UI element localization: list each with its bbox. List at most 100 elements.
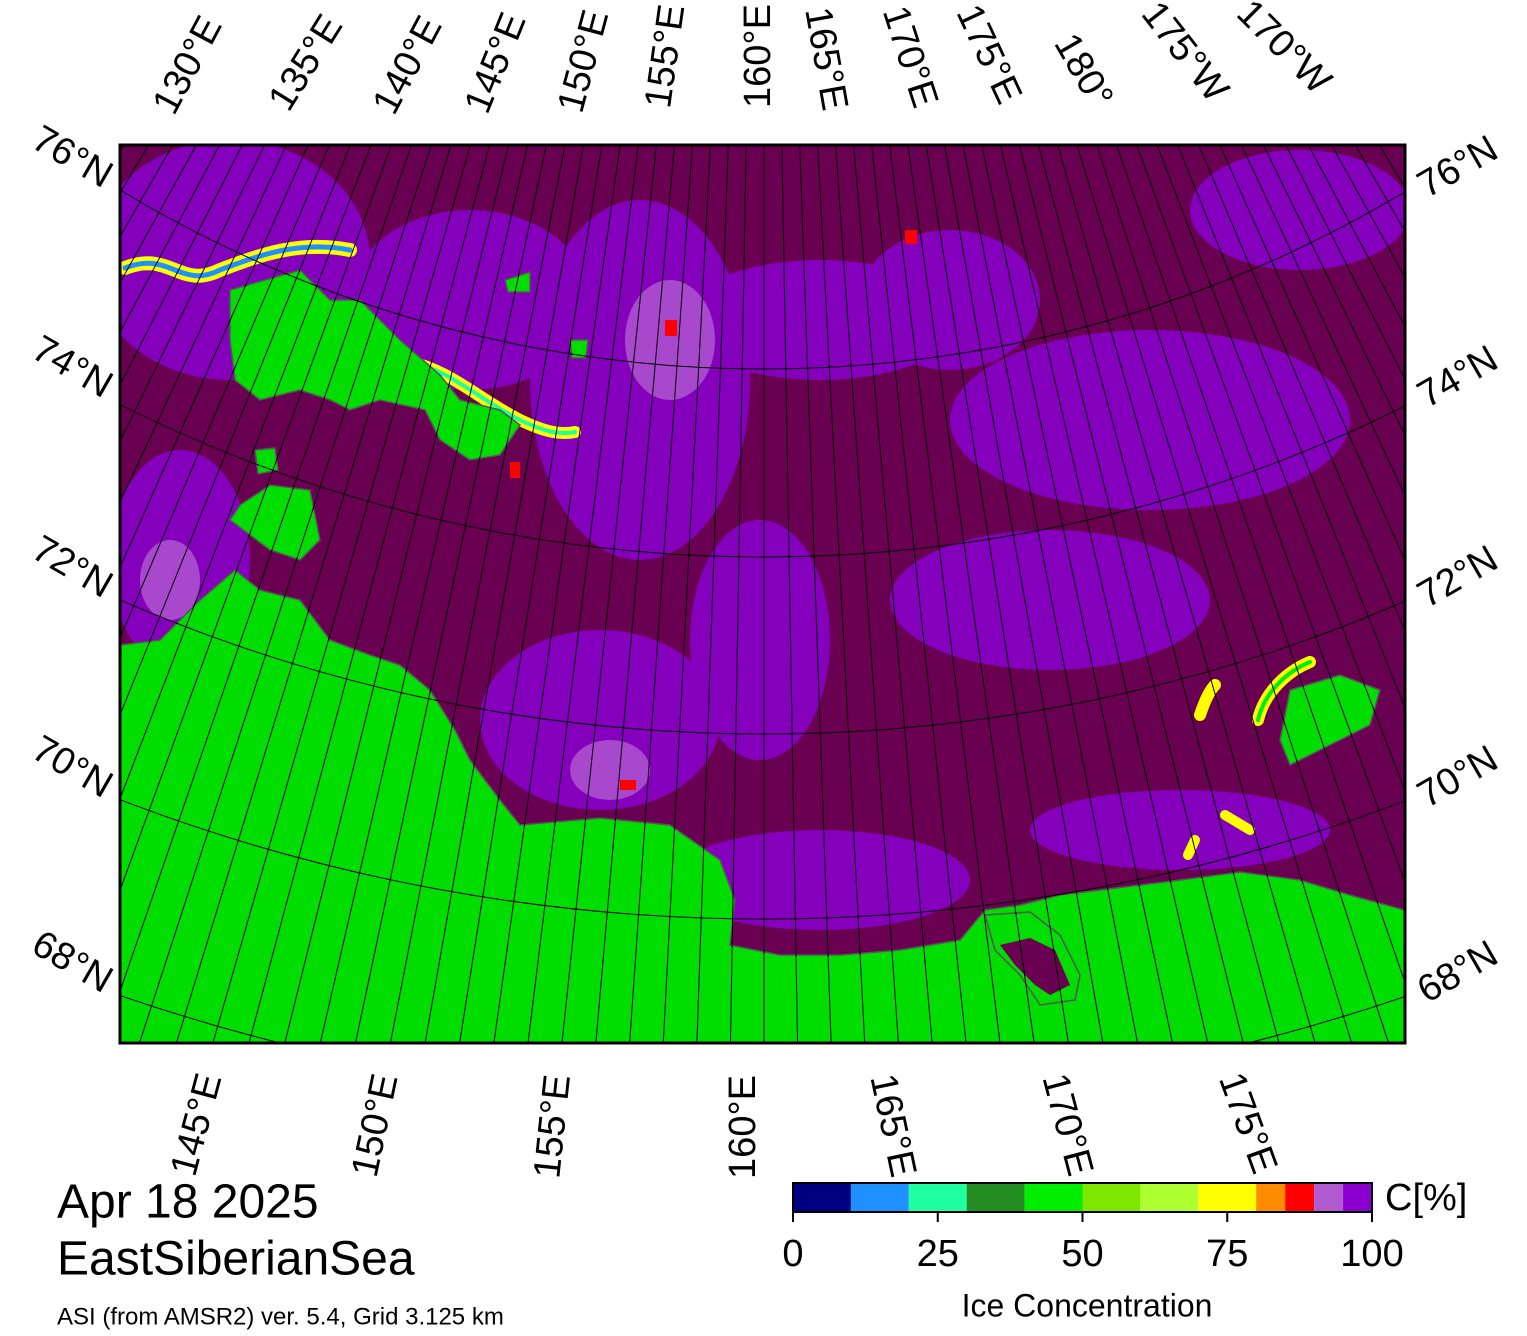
meridian [354,145,547,1043]
meridian [907,145,1035,1043]
bottom-lon-label: 145°E [163,1069,230,1180]
meridian [662,145,711,1043]
source-note: ASI (from AMSR2) ver. 5.4, Grid 3.125 km [57,1303,504,1330]
top-lon-label: 175°E [948,0,1030,110]
right-lat-label: 68°N [1411,933,1506,1012]
colorbar-bin [1285,1183,1315,1212]
meridian [1018,145,1244,1043]
meridian [1057,145,1316,1043]
meridian [729,145,747,1043]
date: Apr 18 2025 [57,1176,319,1229]
colorbar-bin [908,1183,967,1212]
land [120,269,1405,1043]
top-lon-label: 170°W [1229,0,1340,102]
meridian [817,145,866,1043]
colorbar-bin [966,1183,1025,1212]
meridian [493,145,621,1043]
meridian [1076,145,1353,1043]
colorbar-bin [1082,1183,1141,1212]
left-lat-label: 74°N [25,328,120,407]
right-lat-label: 76°N [1411,128,1506,207]
ice-spots [510,230,917,790]
colorbar-bin [1343,1183,1372,1212]
bottom-lon-label: 155°E [526,1073,579,1181]
meridian [629,145,693,1043]
meridian [944,145,1104,1043]
top-lon-label: 175°W [1133,0,1237,110]
meridian [595,145,675,1043]
top-lon-label: 155°E [637,2,693,111]
meridian [1156,145,1405,793]
colorbar-unit: C[%] [1385,1177,1467,1219]
map-frame [118,143,1407,1045]
meridian [319,145,529,1043]
meridian [459,145,603,1043]
meridian [999,145,1209,1043]
meridian [1096,145,1390,1043]
left-lat-label: 76°N [25,118,120,197]
meridian [1037,145,1280,1043]
meridian [120,145,372,801]
top-lon-label: 145°E [457,7,535,119]
colorbar-tick-label: 100 [1340,1233,1403,1275]
colorbar-bin [793,1183,851,1212]
left-lat-label: 70°N [25,728,120,807]
meridian [120,145,392,892]
bottom-lon-label: 165°E [861,1070,924,1180]
meridian [799,145,832,1043]
meridian [424,145,584,1043]
meridian [120,145,412,993]
top-lon-label: 170°E [874,1,946,113]
colorbar-label: Ice Concentration [962,1287,1213,1323]
left-lat-label: 68°N [25,923,120,1002]
meridian [781,145,799,1043]
meridian [389,145,566,1043]
bottom-lon-label: 170°E [1034,1069,1101,1180]
colorbar-bin [1198,1183,1257,1212]
meridian [962,145,1139,1043]
top-lon-label: 160°E [737,4,779,108]
bottom-lon-label: 150°E [344,1070,407,1180]
meridian [696,145,729,1043]
top-lon-label: 130°E [145,9,231,121]
colorbar: 0 25 50 75 100 [782,1182,1404,1275]
left-lat-label: 72°N [25,528,120,607]
meridian [248,145,491,1043]
colorbar-bin [1140,1183,1199,1212]
bottom-lon-label: 160°E [722,1075,764,1179]
top-lon-label: 135°E [261,8,352,118]
meridian [212,145,471,1043]
meridian [1136,145,1405,884]
colorbar-tick-label: 25 [917,1233,959,1275]
meridian [527,145,639,1043]
top-lon-label: 150°E [550,6,617,117]
meridian [561,145,657,1043]
meridian [871,145,967,1043]
top-lon-label: 140°E [365,9,451,121]
meridian [1116,145,1405,985]
meridian [835,145,899,1043]
top-lon-label: 165°E [796,4,855,114]
colorbar-bin [1256,1183,1286,1212]
colorbar-bin [850,1183,909,1212]
colorbar-bin [1314,1183,1344,1212]
bottom-lon-label: 175°E [1210,1067,1285,1179]
meridian [853,145,933,1043]
meridian [284,145,510,1043]
colorbar-tick-label: 50 [1061,1233,1103,1275]
right-lat-label: 72°N [1411,538,1506,617]
colorbar-tick-label: 75 [1206,1233,1248,1275]
meridian [138,145,432,1043]
right-lat-label: 70°N [1411,738,1506,817]
meridian [925,145,1069,1043]
right-lat-label: 74°N [1411,338,1506,417]
bay [1000,938,1070,995]
meridian [981,145,1174,1043]
meridian [889,145,1001,1043]
region: EastSiberianSea [57,1233,415,1286]
colorbar-bin [1024,1183,1083,1212]
top-lon-label: 180° [1046,27,1122,116]
